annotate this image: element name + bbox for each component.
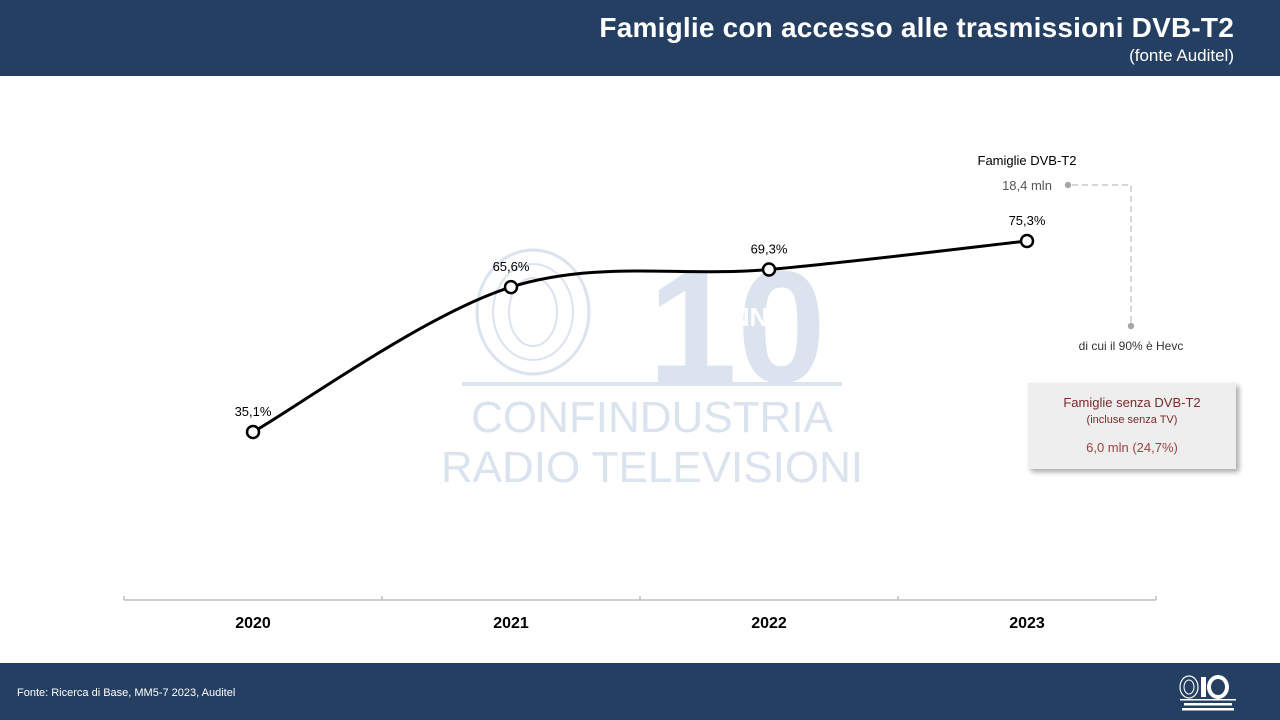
page-title: Famiglie con accesso alle trasmissioni D… <box>599 12 1234 43</box>
header-bar: Famiglie con accesso alle trasmissioni D… <box>0 0 1280 76</box>
data-point <box>245 424 261 440</box>
x-tick-label: 2020 <box>235 615 271 632</box>
page-subtitle: (fonte Auditel) <box>1129 46 1234 65</box>
series-group: 35,1% 65,6% 69,3% 75,3% <box>235 213 1046 440</box>
dvbt2-value: 18,4 mln <box>1002 178 1052 193</box>
watermark-badge: ANNI <box>712 302 776 332</box>
watermark-line1: CONFINDUSTRIA <box>471 393 833 442</box>
dvbt2-label: Famiglie DVB-T2 <box>978 153 1077 168</box>
x-tick-label: 2021 <box>493 615 529 632</box>
data-label: 69,3% <box>751 242 788 257</box>
leader-dot-top <box>1064 181 1072 189</box>
data-point <box>761 262 777 277</box>
x-tick-label: 2023 <box>1009 615 1045 632</box>
x-tick-label: 2022 <box>751 615 787 632</box>
watermark-line2: RADIO TELEVISIONI <box>441 443 863 492</box>
line-chart: 10 ANNI CONFINDUSTRIA RADIO TELEVISIONI … <box>123 153 1184 632</box>
source-note: Fonte: Ricerca di Base, MM5-7 2023, Audi… <box>17 687 236 699</box>
confindustria-logo-icon <box>1179 675 1236 711</box>
footer-bar: Fonte: Ricerca di Base, MM5-7 2023, Audi… <box>0 663 1280 720</box>
side-box-title: Famiglie senza DVB-T2 <box>1063 395 1201 410</box>
series-line <box>252 239 1028 434</box>
data-label: 35,1% <box>235 404 272 419</box>
side-box-subtitle: (incluse senza TV) <box>1086 414 1178 426</box>
dvbt2-leader <box>1064 181 1135 330</box>
leader-dot-bottom <box>1127 322 1135 330</box>
watermark-logo: 10 ANNI CONFINDUSTRIA RADIO TELEVISIONI <box>441 237 863 492</box>
data-point <box>1019 233 1035 249</box>
side-info-box: Famiglie senza DVB-T2 (incluse senza TV)… <box>1028 383 1236 469</box>
data-label: 75,3% <box>1009 213 1046 228</box>
side-box-value: 6,0 mln (24,7%) <box>1086 440 1178 455</box>
leader-dashed-line <box>1072 184 1132 322</box>
data-point <box>503 279 519 295</box>
x-axis: 2020 2021 2022 2023 <box>123 596 1157 632</box>
data-label: 65,6% <box>493 259 530 274</box>
hevc-note: di cui il 90% è Hevc <box>1079 339 1184 353</box>
